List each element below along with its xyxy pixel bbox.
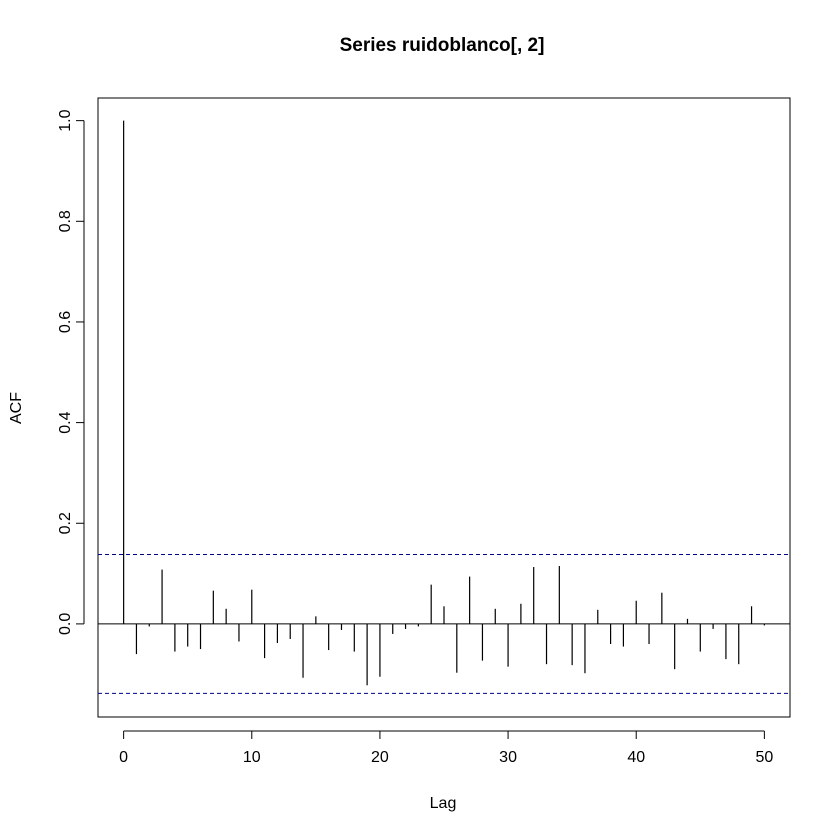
confidence-bounds [98, 553, 790, 694]
x-tick-label: 40 [627, 749, 645, 766]
y-tick-label: 0.0 [57, 613, 74, 635]
y-tick-label: 0.6 [57, 311, 74, 333]
y-tick-label: 0.2 [57, 512, 74, 534]
x-axis: 0 10 20 30 40 50 [119, 730, 773, 766]
x-tick-label: 20 [371, 749, 389, 766]
y-axis: 0.0 0.2 0.4 0.6 0.8 1.0 [57, 109, 85, 635]
acf-bars [123, 120, 765, 686]
x-tick-label: 0 [119, 749, 128, 766]
x-tick-label: 10 [243, 749, 261, 766]
y-axis-label: ACF [8, 392, 25, 424]
x-axis-label: Lag [430, 795, 457, 812]
plot-frame [97, 97, 791, 718]
y-tick-label: 0.8 [57, 210, 74, 232]
x-tick-label: 30 [499, 749, 517, 766]
y-tick-label: 1.0 [57, 109, 74, 131]
chart-title: Series ruidoblanco[, 2] [340, 35, 545, 56]
x-tick-label: 50 [755, 749, 773, 766]
y-tick-label: 0.4 [57, 411, 74, 433]
